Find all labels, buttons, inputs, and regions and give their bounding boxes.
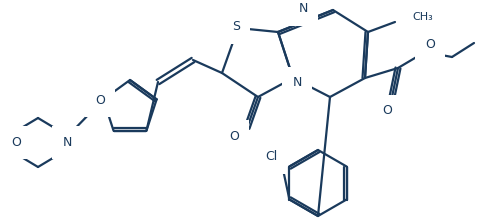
Text: N: N [292, 76, 302, 89]
Text: S: S [232, 21, 240, 33]
Text: Cl: Cl [265, 151, 277, 163]
Text: O: O [382, 105, 392, 118]
Text: N: N [62, 136, 72, 149]
Text: O: O [11, 136, 21, 149]
Text: O: O [96, 94, 105, 107]
Text: O: O [425, 39, 435, 52]
Text: O: O [229, 130, 239, 142]
Text: N: N [298, 2, 308, 16]
Text: CH₃: CH₃ [412, 12, 433, 22]
